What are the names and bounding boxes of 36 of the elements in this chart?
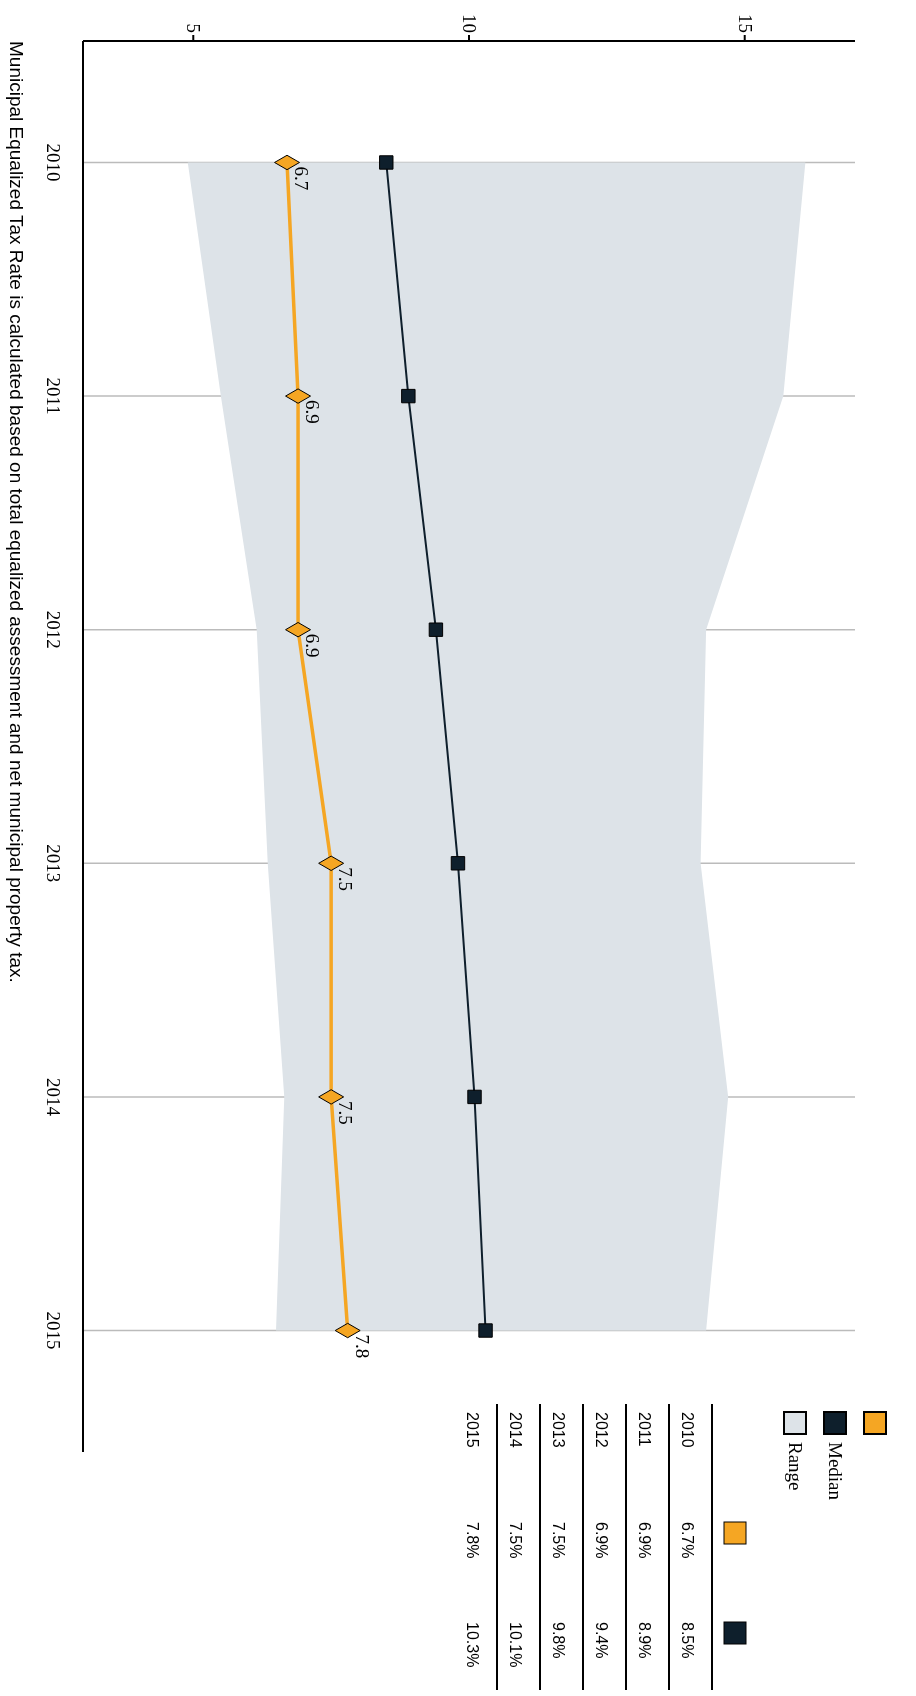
text: 10.3%	[464, 1622, 481, 1668]
y-tick-label: 2014	[43, 1077, 64, 1117]
category-label: 2012	[593, 1412, 610, 1448]
text: 9.8%	[550, 1622, 567, 1659]
category-label: 2015	[464, 1412, 481, 1448]
text: 10.1%	[507, 1622, 524, 1668]
x-tick-label: 15	[734, 14, 756, 33]
y-tick-label: 2011	[43, 377, 64, 415]
x-tick-label: 10	[459, 14, 480, 33]
text: 8.5%	[679, 1622, 696, 1659]
text: Municipal Equalized Tax Rate is calculated based on total equalized assessment and net municipal property tax.	[6, 41, 27, 983]
data-label: 7.5	[335, 1100, 357, 1125]
text: 7.5%	[550, 1522, 567, 1559]
data-label: 7.5	[335, 867, 357, 892]
text: 9.4%	[593, 1622, 610, 1659]
y-tick-label: 2013	[43, 844, 64, 883]
category-label: 2010	[679, 1412, 696, 1448]
text: 7.8%	[464, 1522, 481, 1559]
y-tick-label: 2010	[43, 143, 64, 182]
category-label: 2011	[636, 1412, 653, 1447]
data-label: 7.8	[351, 1334, 373, 1359]
category-label: 2014	[507, 1412, 524, 1448]
x-tick-label: 5	[183, 23, 205, 33]
data-label: 6.9	[302, 633, 324, 658]
data-label: 6.9	[302, 400, 324, 424]
category-label: 2013	[550, 1412, 567, 1448]
text: 7.5%	[507, 1522, 524, 1559]
legend-label: Range	[785, 1442, 806, 1491]
text: 8.9%	[636, 1622, 653, 1659]
y-tick-label: 2015	[43, 1311, 64, 1350]
text: 6.9%	[636, 1522, 653, 1559]
legend-label: Median	[825, 1442, 846, 1501]
y-tick-label: 2012	[43, 610, 64, 649]
text: 6.9%	[593, 1522, 610, 1559]
data-label: 6.7	[291, 166, 313, 191]
text: 6.7%	[679, 1522, 696, 1559]
